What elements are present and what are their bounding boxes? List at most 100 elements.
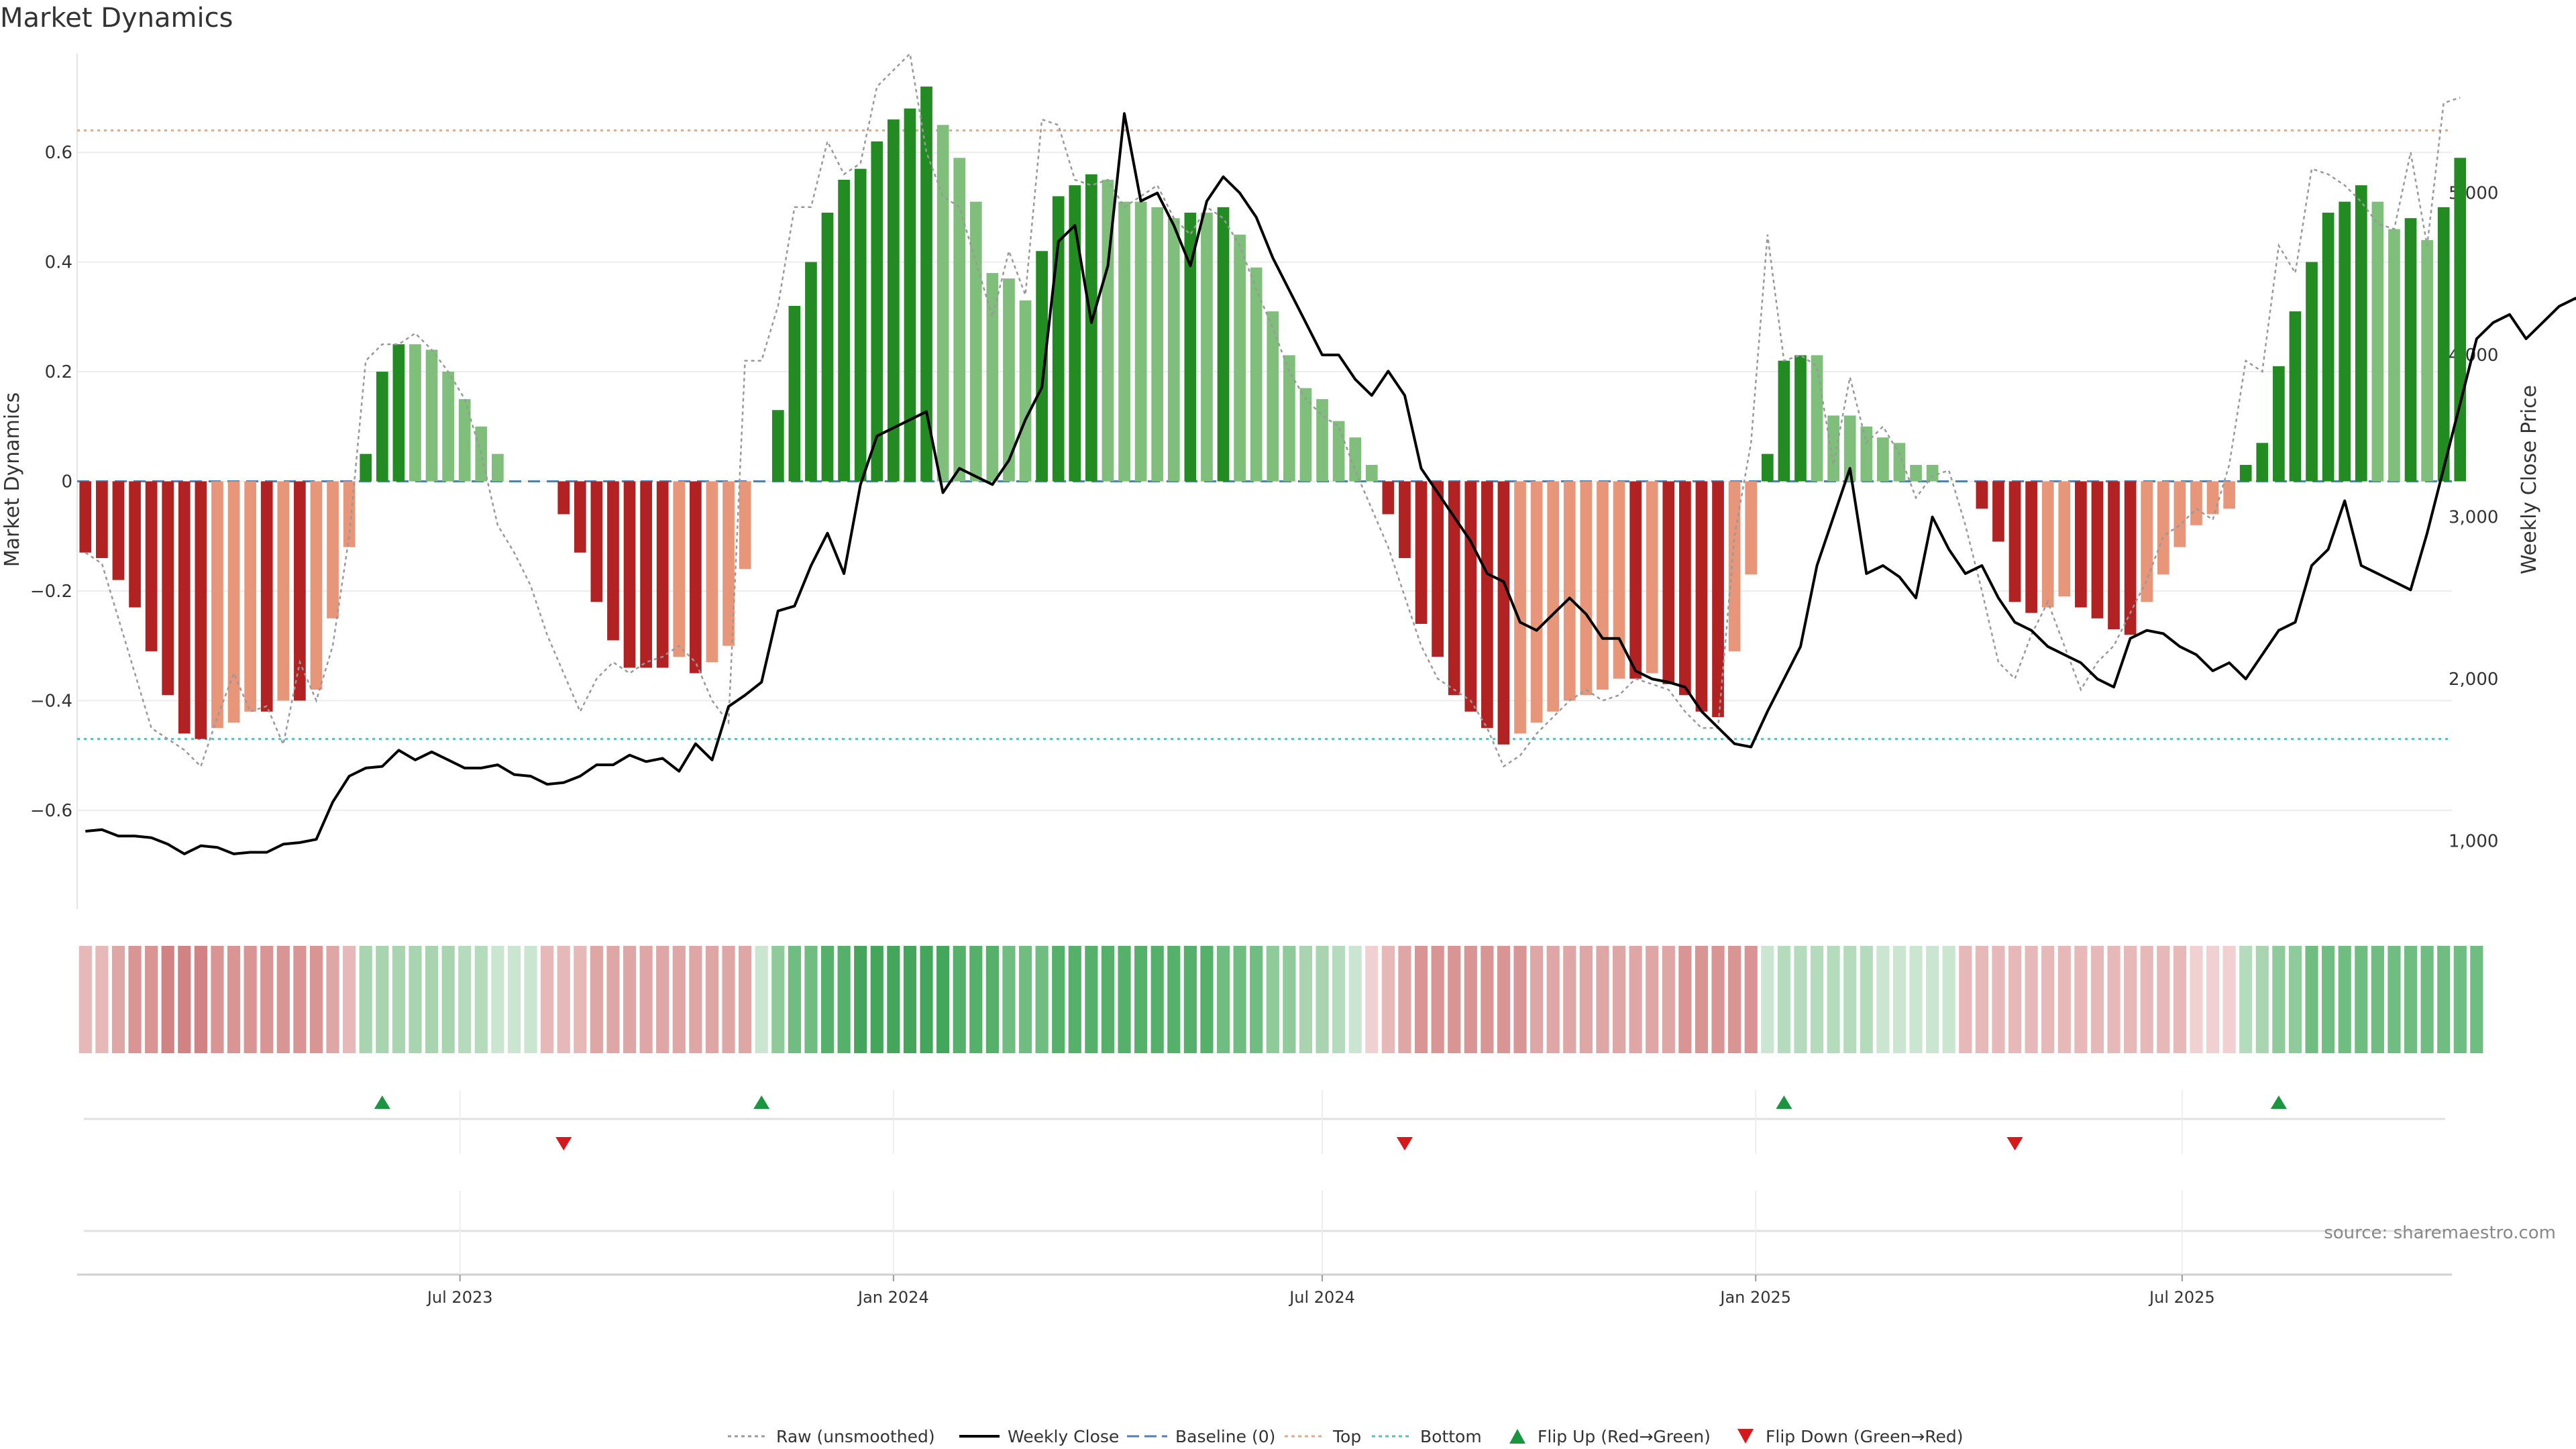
strip-cell (2140, 946, 2153, 1053)
dynamics-bar (640, 481, 652, 668)
dynamics-bar (706, 481, 718, 663)
strip-cell (606, 946, 620, 1053)
strip-cell (1794, 946, 1807, 1053)
strip-cell (705, 946, 719, 1053)
strip-cell (1167, 946, 1181, 1053)
strip-cell (2206, 946, 2220, 1053)
strip-cell (672, 946, 686, 1053)
flip-down-marker (1396, 1137, 1413, 1150)
dynamics-bar (1415, 481, 1428, 624)
strip-cell (804, 946, 818, 1053)
dynamics-bar (623, 481, 636, 668)
strip-cell (1546, 946, 1560, 1053)
strip-cell (1975, 946, 1988, 1053)
strip-cell (2173, 946, 2186, 1053)
strip-cell (441, 946, 455, 1053)
strip-cell (2107, 946, 2121, 1053)
right-tick-label: 1,000 (2449, 832, 2498, 852)
strip-cell (541, 946, 554, 1053)
dynamics-bar (2256, 443, 2269, 482)
left-tick-label: 0.4 (45, 253, 72, 273)
strip-cell (755, 946, 768, 1053)
dynamics-bar (260, 481, 273, 712)
strip-cell (1744, 946, 1758, 1053)
strip-cell (1695, 946, 1709, 1053)
dynamics-bar (904, 108, 916, 482)
dynamics-bar (2388, 229, 2400, 482)
dynamics-bar (1778, 360, 1790, 482)
strip-cell (1909, 946, 1923, 1053)
dynamics-bar (2339, 201, 2351, 482)
strip-cell (293, 946, 307, 1053)
strip-cell (425, 946, 439, 1053)
legend-label: Baseline (0) (1175, 1427, 1275, 1446)
dynamics-bar (1695, 481, 1708, 712)
legend-item: Top (1285, 1427, 1361, 1446)
strip-cell (1926, 946, 1939, 1053)
dynamics-bar (821, 213, 834, 482)
strip-cell (1085, 946, 1098, 1053)
dynamics-bar (2190, 481, 2202, 525)
dynamics-bar (854, 168, 867, 482)
dynamics-bar (2025, 481, 2037, 613)
dynamics-bar (360, 453, 372, 482)
dynamics-bar (1893, 443, 1906, 482)
legend-item: Baseline (0) (1127, 1427, 1275, 1446)
dynamics-bar (1514, 481, 1526, 734)
dynamics-bar (936, 125, 949, 482)
dynamics-bar (1267, 311, 1279, 482)
dynamics-bar (96, 481, 108, 558)
dynamics-bar (920, 87, 932, 482)
dynamics-bar (2306, 262, 2318, 482)
flip-up-marker (374, 1095, 390, 1109)
dynamics-bar (557, 481, 570, 515)
strip-cell (2090, 946, 2104, 1053)
strip-cell (2255, 946, 2269, 1053)
strip-cell (887, 946, 900, 1053)
dynamics-bar (2091, 481, 2104, 619)
dynamics-bar (1976, 481, 1988, 509)
dynamics-bar (458, 398, 471, 482)
strip-cell (474, 946, 488, 1053)
strip-cell (2190, 946, 2203, 1053)
dynamics-bar (162, 481, 174, 696)
strip-cell (2453, 946, 2467, 1053)
strip-cell (211, 946, 224, 1053)
x-tick-label: Jul 2024 (1288, 1288, 1355, 1307)
right-tick-label: 3,000 (2449, 508, 2498, 528)
dynamics-bar (2355, 185, 2367, 482)
strip-cell (1414, 946, 1428, 1053)
dynamics-bar (1201, 213, 1213, 482)
strip-cell (2437, 946, 2451, 1053)
dynamics-bar (1118, 201, 1130, 482)
raw-line (85, 52, 2461, 768)
strip-cell (260, 946, 274, 1053)
dynamics-bar (1069, 185, 1081, 482)
dynamics-bar (788, 305, 801, 482)
strip-cell (1761, 946, 1774, 1053)
strip-cell (870, 946, 883, 1053)
strip-cell (1942, 946, 1955, 1053)
strip-cell (1629, 946, 1642, 1053)
dynamics-bar (1728, 481, 1741, 651)
strip-cell (2371, 946, 2384, 1053)
strip-cell (1398, 946, 1411, 1053)
legend-label: Bottom (1420, 1427, 1482, 1446)
strip-cell (1711, 946, 1725, 1053)
strip-cell (1183, 946, 1197, 1053)
chart-title: Market Dynamics (0, 3, 233, 34)
strip-cell (1596, 946, 1609, 1053)
dynamics-bar (690, 481, 702, 674)
dynamics-bar (1712, 481, 1724, 717)
strip-cell (903, 946, 917, 1053)
dynamics-bar (1167, 218, 1180, 482)
source-credit: source: sharemaestro.com (2324, 1223, 2556, 1243)
dynamics-bar (376, 372, 388, 482)
dynamics-bar (2008, 481, 2021, 602)
strip-cell (227, 946, 241, 1053)
left-axis-label: Market Dynamics (1, 392, 24, 568)
dynamics-bar (1530, 481, 1543, 723)
strip-cell (1448, 946, 1461, 1053)
market-dynamics-bars (79, 87, 2467, 745)
strip-cell (1810, 946, 1824, 1053)
